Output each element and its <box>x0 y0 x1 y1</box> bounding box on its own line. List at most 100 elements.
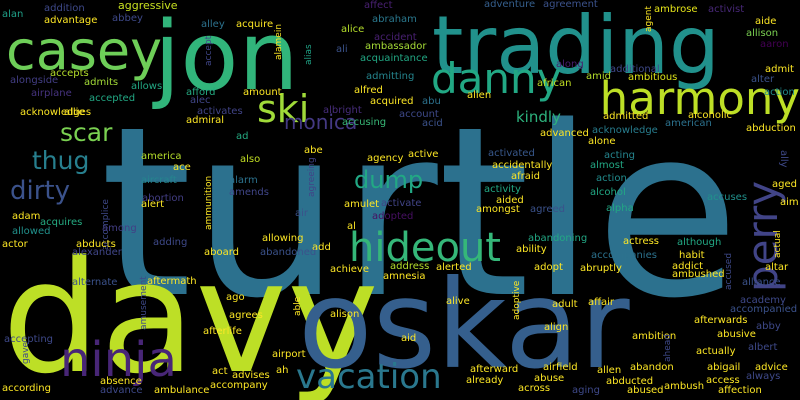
cloud-word: abigail <box>707 362 741 373</box>
cloud-word: accused <box>724 252 734 290</box>
cloud-word: advice <box>755 362 788 373</box>
cloud-word: alamein <box>274 23 284 60</box>
cloud-word: actually <box>696 346 736 357</box>
cloud-word: across <box>518 383 551 394</box>
cloud-word: alias <box>304 44 314 65</box>
cloud-word: alexander <box>72 247 122 258</box>
cloud-word: adding <box>153 237 188 248</box>
cloud-word: thug <box>32 146 90 175</box>
cloud-word: casey <box>6 19 163 82</box>
cloud-word: addict <box>672 261 704 272</box>
cloud-word: ambitious <box>628 72 678 83</box>
cloud-word: acquires <box>40 217 83 228</box>
cloud-word: accompany <box>210 380 268 391</box>
cloud-word: ah <box>276 365 289 376</box>
cloud-word: acknowledge <box>592 125 658 136</box>
cloud-word: ambition <box>632 331 677 342</box>
cloud-word: activist <box>708 4 745 15</box>
cloud-word: airport <box>272 349 306 360</box>
cloud-word: activated <box>488 148 535 159</box>
cloud-word: agrees <box>229 310 263 321</box>
cloud-word: american <box>665 118 712 129</box>
cloud-word: acknowledges <box>20 107 92 118</box>
cloud-word: kindly <box>516 108 561 126</box>
cloud-word: allen <box>597 365 622 376</box>
cloud-word: aftermath <box>147 276 197 287</box>
cloud-word: allows <box>131 81 163 92</box>
cloud-word: scar <box>60 118 113 147</box>
cloud-word: adventure <box>484 0 536 10</box>
cloud-word: afterward <box>470 364 519 375</box>
cloud-word: able <box>293 296 303 316</box>
cloud-word: alive <box>446 296 470 307</box>
cloud-word: accident <box>374 32 417 43</box>
cloud-word: abused <box>627 385 664 396</box>
cloud-word: activate <box>381 198 422 209</box>
cloud-word: abruptly <box>580 263 622 274</box>
cloud-word: alcohol <box>590 187 626 198</box>
cloud-word: dirty <box>10 176 70 206</box>
cloud-word: alcoholic <box>688 110 733 121</box>
cloud-word: abandon <box>630 362 674 373</box>
cloud-word: address <box>390 261 430 272</box>
cloud-word: amends <box>229 187 269 198</box>
cloud-word: ambassador <box>365 41 427 52</box>
cloud-word: alan <box>2 9 24 20</box>
cloud-word: already <box>466 375 504 386</box>
cloud-word: alfred <box>354 85 383 96</box>
cloud-word: abusive <box>717 329 756 340</box>
cloud-word: acquire <box>236 19 274 30</box>
cloud-word: add <box>312 242 331 253</box>
cloud-word: affair <box>588 297 615 308</box>
cloud-word: affect <box>364 0 393 11</box>
cloud-word: davy <box>2 227 379 400</box>
cloud-word: vacation <box>296 357 442 397</box>
cloud-word: accuses <box>707 192 748 203</box>
cloud-word: aim <box>780 197 799 208</box>
cloud-word: alliance <box>742 277 781 288</box>
cloud-word: habit <box>679 250 705 261</box>
cloud-word: affection <box>718 385 762 396</box>
cloud-word: abu <box>422 96 441 107</box>
cloud-word: academy <box>740 295 786 306</box>
cloud-word: admit <box>765 64 794 75</box>
cloud-word: amnesia <box>383 271 426 282</box>
cloud-word: ninja <box>60 332 177 388</box>
cloud-word: amount <box>243 87 282 98</box>
cloud-word: hideout <box>349 225 501 271</box>
cloud-word: ambulance <box>154 385 210 396</box>
cloud-word: abby <box>756 321 781 332</box>
cloud-word: danny <box>431 54 562 103</box>
cloud-word: action <box>596 173 627 184</box>
cloud-word: activity <box>484 184 521 195</box>
cloud-word: agreement <box>543 0 598 10</box>
cloud-word: accompanies <box>591 250 657 261</box>
cloud-word: align <box>544 322 569 333</box>
cloud-word: amid <box>586 71 611 82</box>
cloud-word: agent <box>644 6 654 32</box>
cloud-word: advises <box>232 370 270 381</box>
cloud-word: turtle <box>100 77 740 350</box>
cloud-word: monica <box>284 110 358 134</box>
cloud-word: afterlife <box>203 326 242 337</box>
cloud-word: ski <box>257 87 310 131</box>
cloud-word: admiral <box>186 115 225 126</box>
cloud-word: afford <box>186 87 216 98</box>
cloud-word: ambushed <box>672 269 725 280</box>
cloud-word: adopted <box>372 211 414 222</box>
cloud-word: al <box>347 221 356 232</box>
cloud-word: abuse <box>534 373 565 384</box>
cloud-word: allison <box>746 28 779 39</box>
cloud-word: abandoning <box>528 233 588 244</box>
cloud-word: abe <box>304 145 323 156</box>
cloud-word: abduction <box>746 123 796 134</box>
cloud-word: accepting <box>4 334 54 345</box>
cloud-word: aggressive <box>118 0 178 12</box>
cloud-word: among <box>102 223 137 234</box>
cloud-word: alison <box>330 309 360 320</box>
cloud-word: agreeing <box>307 157 317 197</box>
cloud-word: alter <box>751 74 775 85</box>
cloud-word: additional <box>610 64 660 75</box>
cloud-word: access <box>706 375 740 386</box>
cloud-word: dump <box>354 166 424 194</box>
